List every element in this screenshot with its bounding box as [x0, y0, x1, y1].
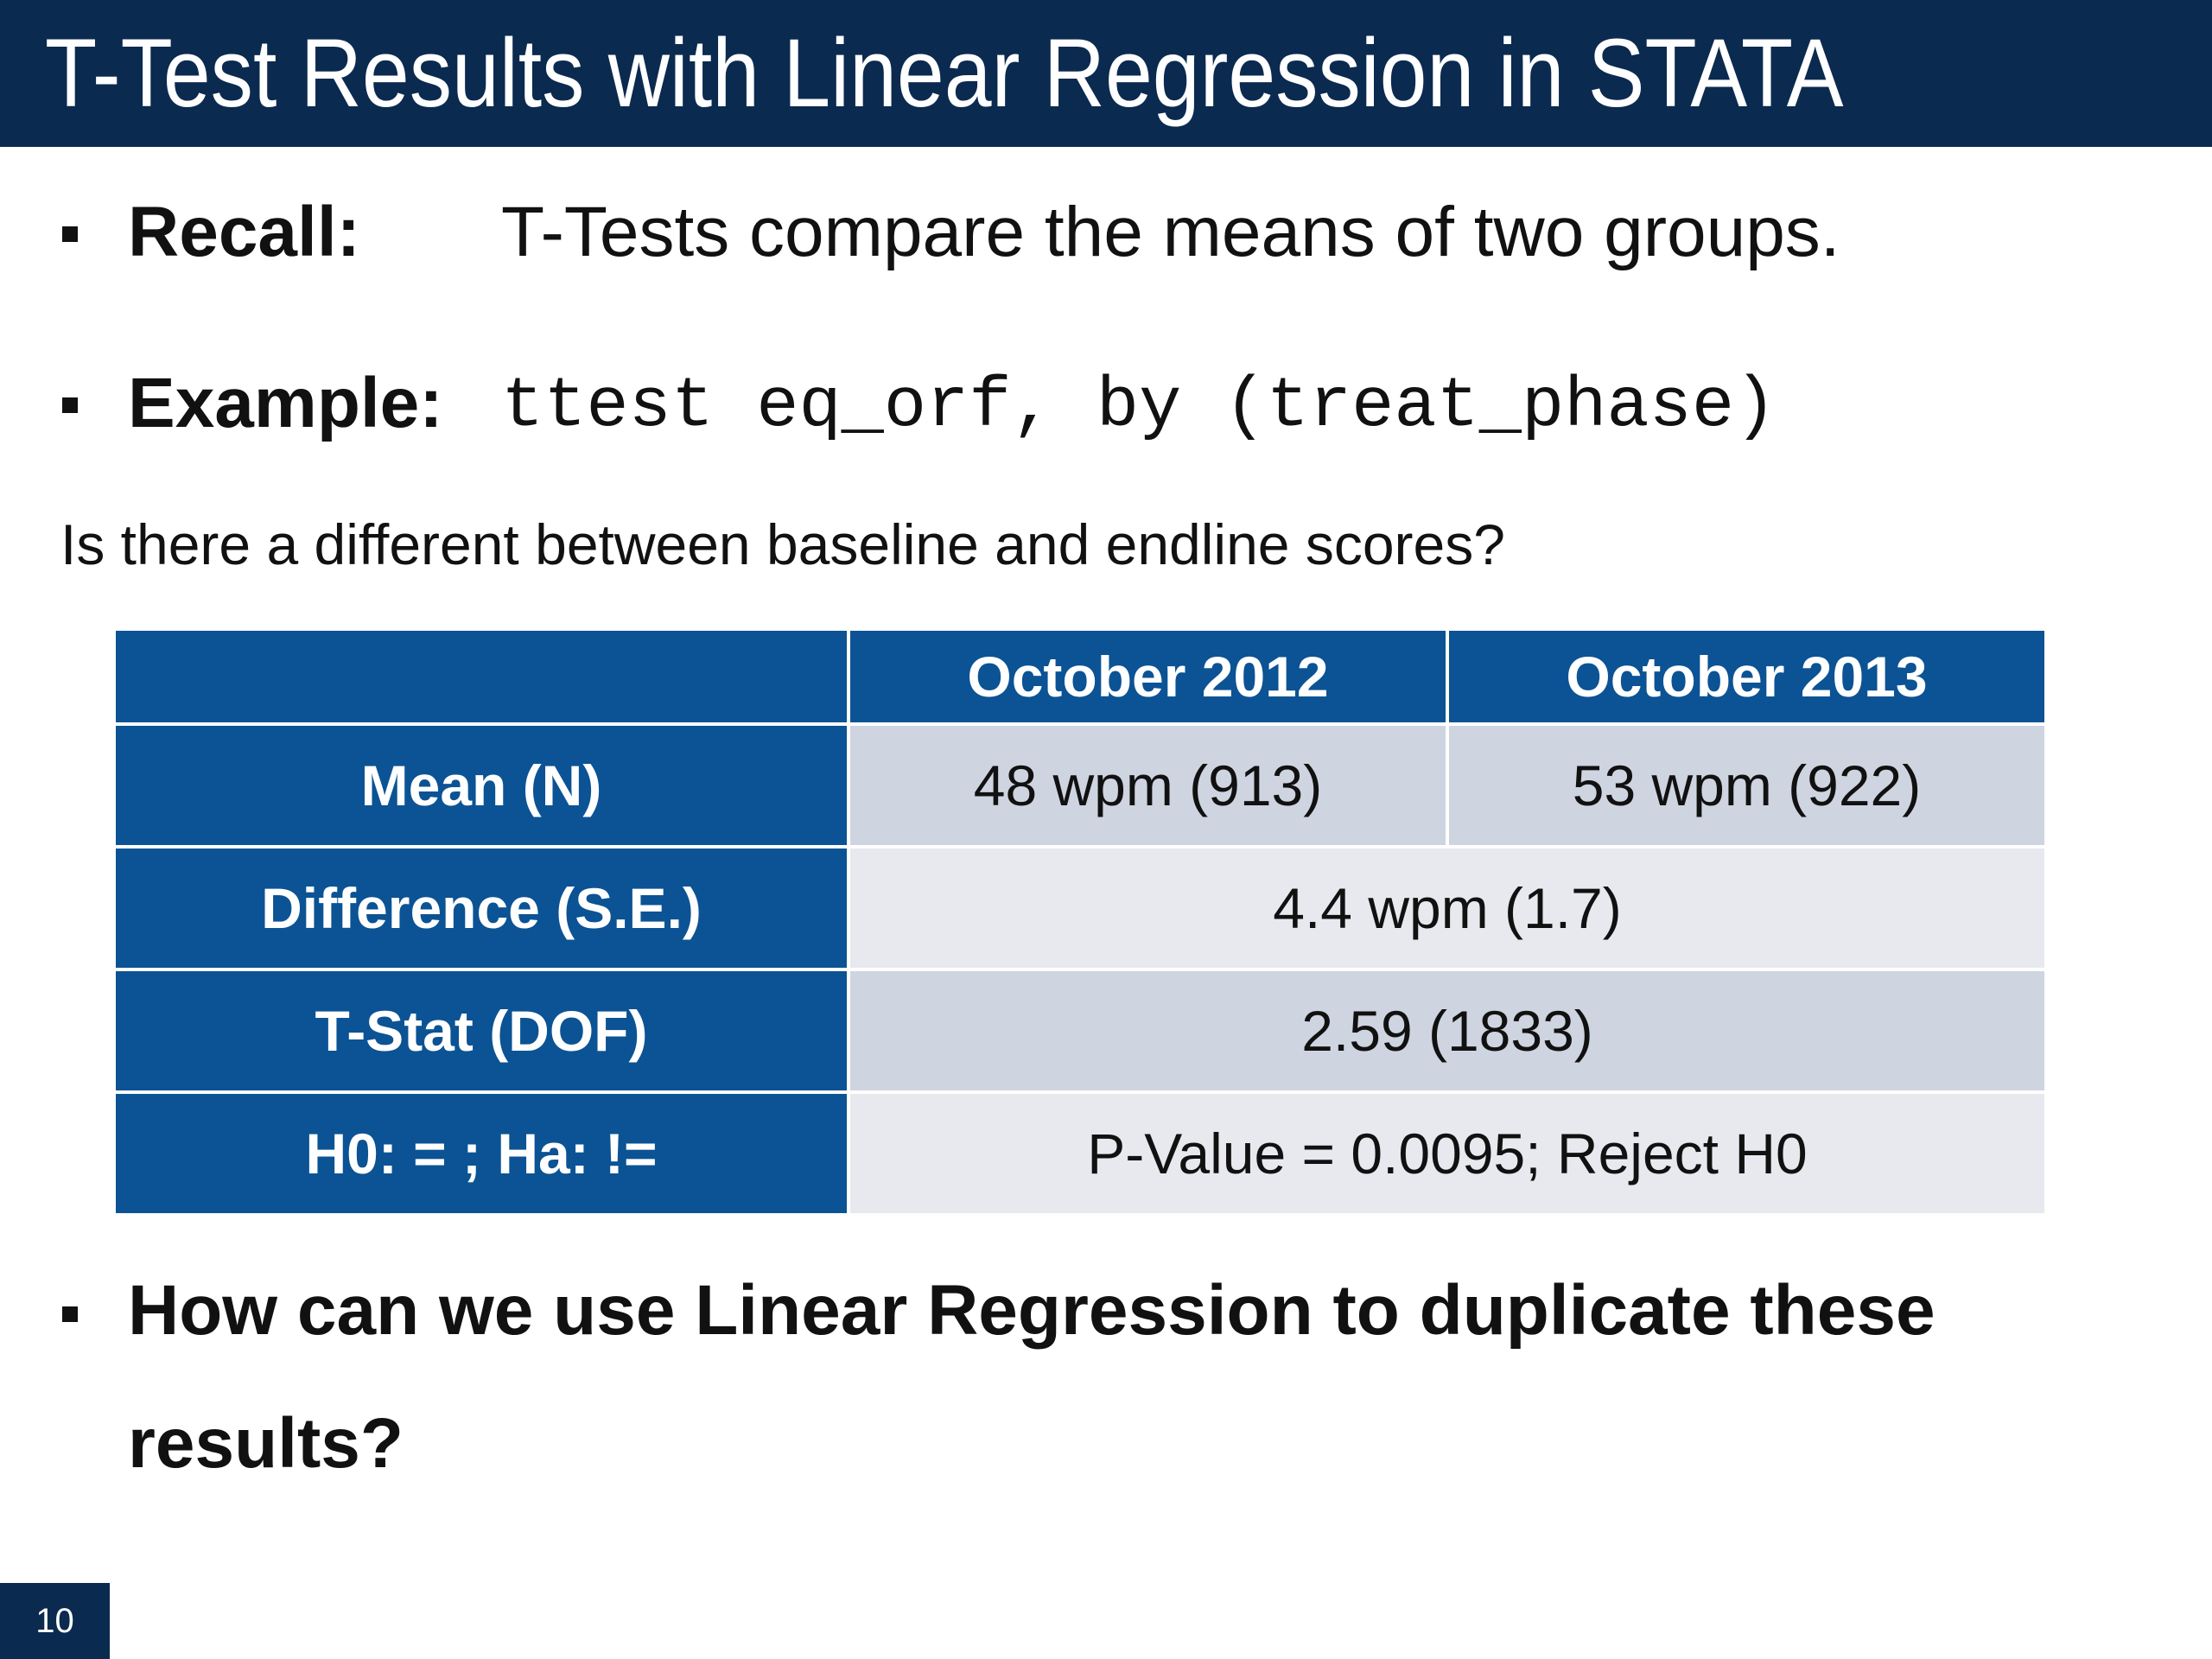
bullet-marker [62, 397, 78, 413]
table-cell: 53 wpm (922) [1446, 722, 2048, 849]
table-cell: P-Value = 0.0095; Reject H0 [847, 1090, 2048, 1217]
row-label-mean: Mean (N) [112, 722, 850, 849]
table-row: T-Stat (DOF) 2.59 (1833) [112, 968, 2048, 1094]
table-cell: 2.59 (1833) [847, 968, 2048, 1094]
row-label-tstat: T-Stat (DOF) [112, 968, 850, 1094]
table-cell: 48 wpm (913) [847, 722, 1449, 849]
example-label: Example: [128, 364, 443, 442]
table-cell: 4.4 wpm (1.7) [847, 845, 2048, 971]
table-header-cell [112, 627, 850, 726]
table-header-row: October 2012 October 2013 [112, 627, 2048, 726]
row-label-difference: Difference (S.E.) [112, 845, 850, 971]
table-row: H0: = ; Ha: != P-Value = 0.0095; Reject … [112, 1090, 2048, 1217]
page-number: 10 [0, 1583, 110, 1659]
recall-label: Recall: [128, 193, 360, 271]
results-table: October 2012 October 2013 Mean (N) 48 wp… [112, 627, 2048, 1217]
recall-text: T-Tests compare the means of two groups. [501, 193, 1840, 271]
table-row: Mean (N) 48 wpm (913) 53 wpm (922) [112, 722, 2048, 849]
slide-title: T-Test Results with Linear Regression in… [45, 19, 1844, 127]
final-question-line2: results? [128, 1404, 404, 1483]
title-bar: T-Test Results with Linear Regression in… [0, 0, 2212, 147]
question-text: Is there a different between baseline an… [60, 512, 1505, 576]
table-header-cell: October 2012 [847, 627, 1449, 726]
bullet-marker [62, 1306, 78, 1322]
bullet-marker [62, 226, 78, 242]
final-question-line1: How can we use Linear Regression to dupl… [128, 1271, 1936, 1350]
table-header-cell: October 2013 [1446, 627, 2048, 726]
example-code: ttest eq_orf, by (treat_phase) [501, 366, 1777, 447]
row-label-hypothesis: H0: = ; Ha: != [112, 1090, 850, 1217]
table-row: Difference (S.E.) 4.4 wpm (1.7) [112, 845, 2048, 971]
